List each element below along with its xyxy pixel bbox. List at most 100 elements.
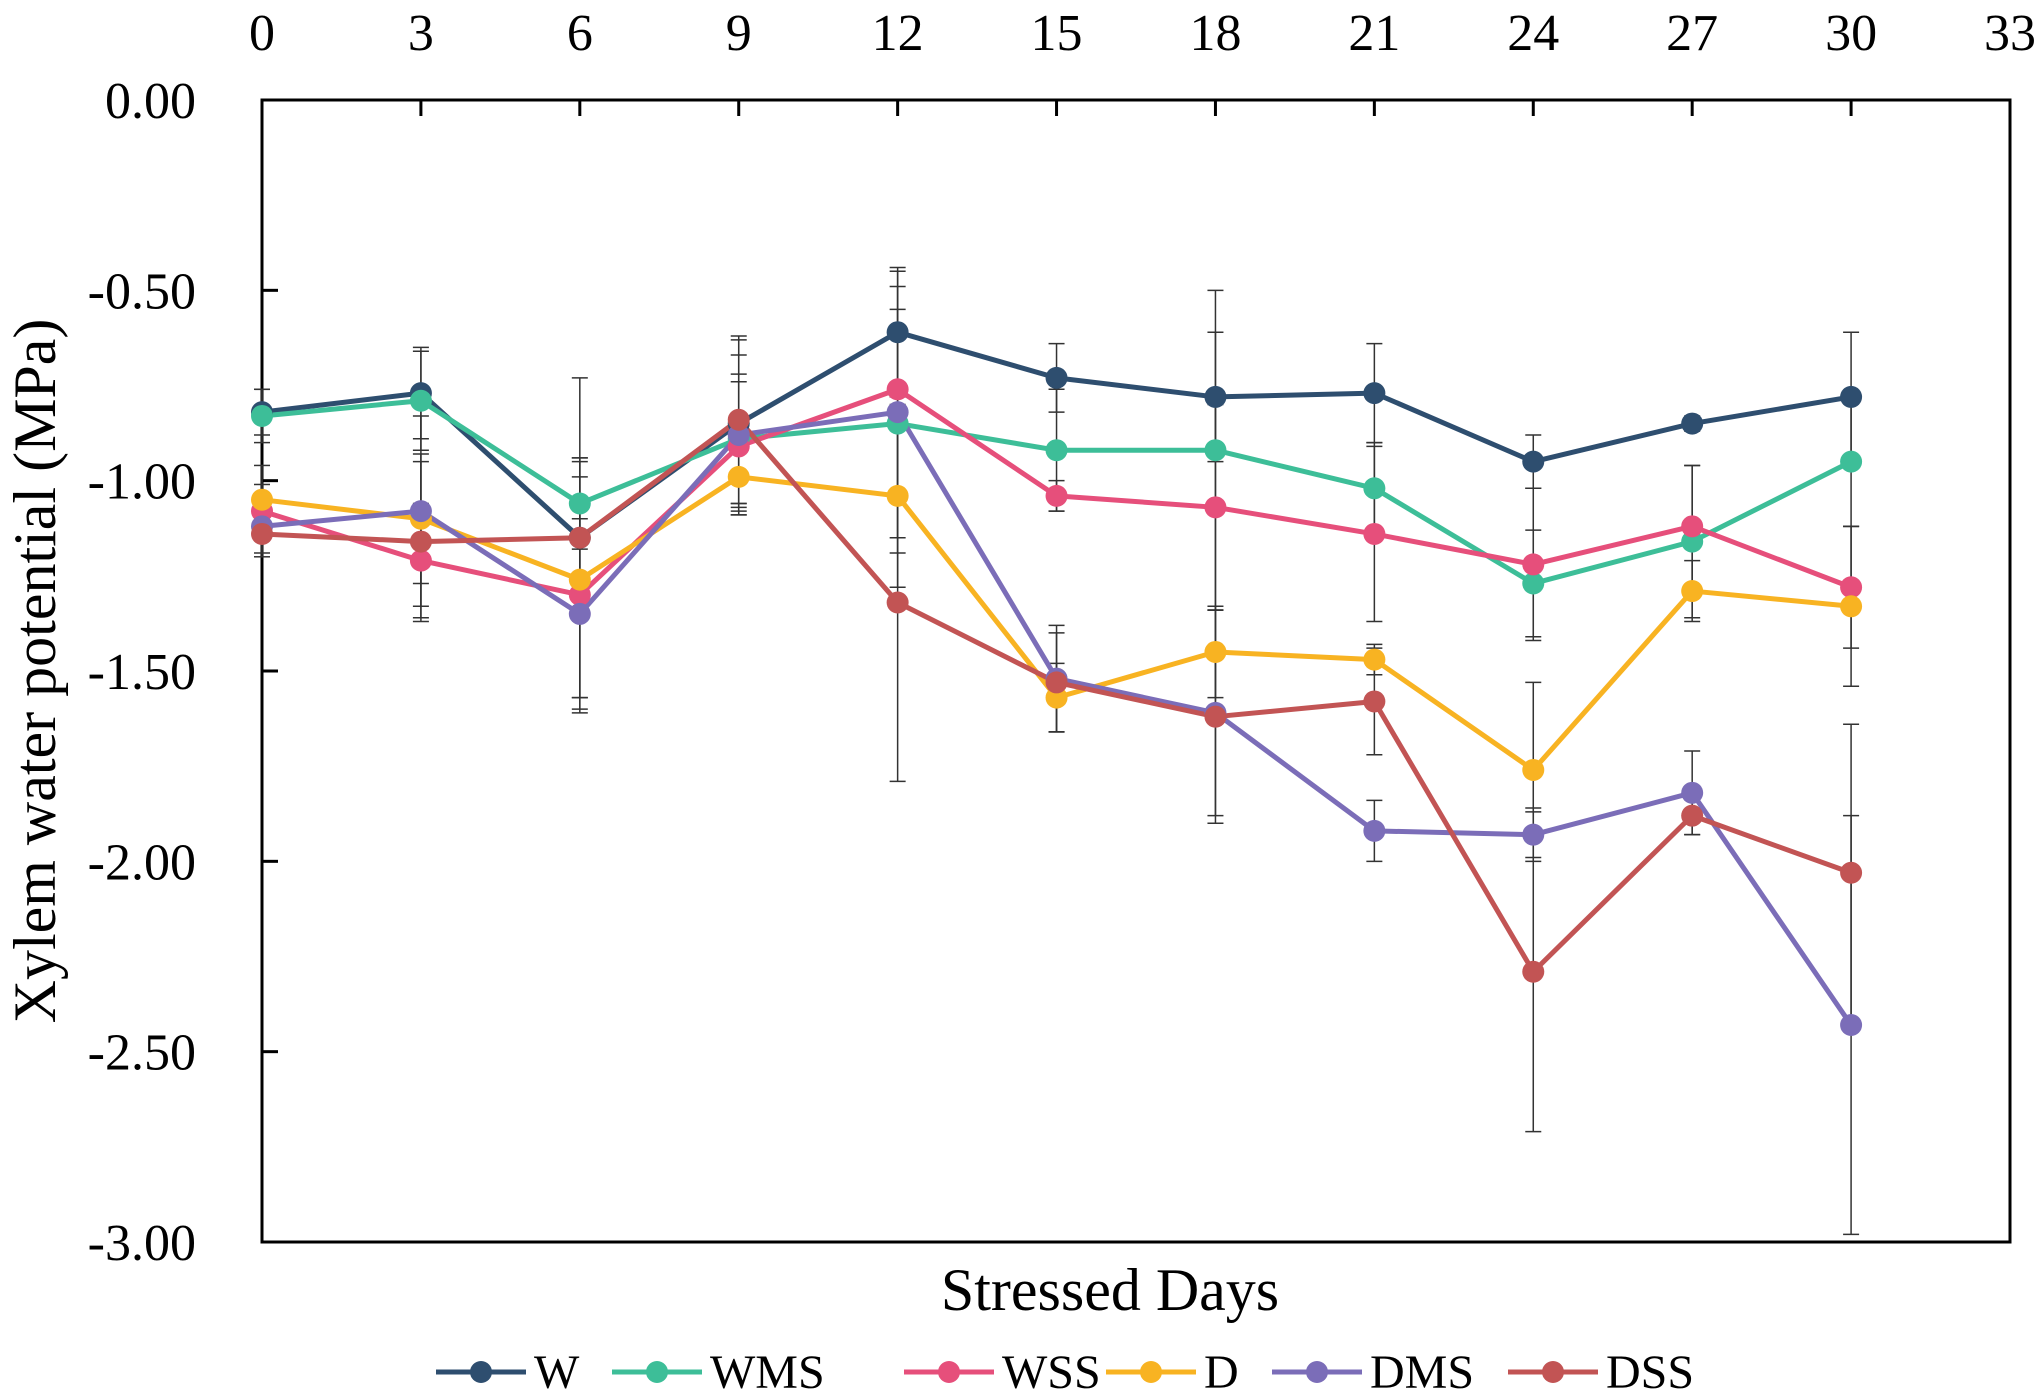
data-point-d [568,568,591,591]
data-point-w [1840,385,1863,408]
legend-item-d: D [1106,1346,1239,1392]
legend-swatch-marker [646,1361,668,1383]
data-point-wss [1363,522,1386,545]
data-point-dms [409,500,432,523]
x-axis: 0 3 6 9 12 15 18 21 24 27 30 33 [249,5,2034,116]
data-point-d [1204,640,1227,663]
x-tick-label: 15 [1031,5,1083,62]
data-point-wms [409,389,432,412]
data-point-wms [568,492,591,515]
data-point-dms [1681,781,1704,804]
x-axis-title: Stressed Days [941,1257,1279,1323]
x-tick-label: 33 [1984,5,2034,62]
data-point-wss [568,583,591,606]
x-tick-label: 27 [1666,5,1718,62]
data-point-w [1522,450,1545,473]
data-point-wss [1681,515,1704,538]
legend-label: DMS [1370,1346,1474,1392]
x-tick-label: 18 [1189,5,1241,62]
data-point-w [1204,385,1227,408]
data-point-wss [1522,553,1545,576]
data-point-wms [1045,439,1068,462]
legend-swatch-marker [1306,1361,1328,1383]
y-tick-label: -1.00 [88,454,196,511]
data-point-dms [1363,819,1386,842]
data-point-wms [1681,530,1704,553]
data-point-dss [886,591,909,614]
data-point-dms [1522,823,1545,846]
legend-swatch-marker [1542,1361,1564,1383]
data-point-dss [568,526,591,549]
x-tick-label: 9 [726,5,752,62]
y-tick-label: -0.50 [88,263,196,320]
data-point-wms [1840,450,1863,473]
y-tick-label: -2.50 [88,1025,196,1082]
data-point-wms [1522,572,1545,595]
legend-swatch-marker [470,1361,492,1383]
legend-label: WMS [710,1346,825,1392]
legend-item-dms: DMS [1272,1346,1474,1392]
legend-label: DSS [1606,1346,1694,1392]
y-tick-label: -3.00 [88,1215,196,1272]
data-point-d [251,488,273,511]
data-point-w [1363,382,1386,405]
data-point-dms [1840,1014,1863,1037]
data-point-w [1681,412,1704,435]
data-point-d [727,465,750,488]
legend-swatch-marker [938,1361,960,1383]
legend-item-w: W [436,1346,580,1392]
data-point-wms [251,404,273,427]
data-point-d [1681,580,1704,603]
data-point-dss [251,522,273,545]
data-point-d [1840,595,1863,618]
x-tick-label: 3 [408,5,434,62]
data-point-dms [568,602,591,625]
data-point-wss [409,549,432,572]
data-point-dss [1045,671,1068,694]
data-point-d [1522,758,1545,781]
data-point-dms [886,401,909,424]
data-point-d [886,484,909,507]
data-point-dss [1681,804,1704,827]
series-points [251,321,1863,1037]
legend-item-wss: WSS [904,1346,1101,1392]
legend-swatch-marker [1140,1361,1162,1383]
data-point-w [886,321,909,344]
x-tick-label: 6 [567,5,593,62]
legend-item-dss: DSS [1508,1346,1694,1392]
data-point-dss [1840,861,1863,884]
data-point-w [1045,366,1068,389]
data-point-dss [727,408,750,431]
x-tick-label: 12 [872,5,924,62]
data-point-dss [1522,960,1545,983]
y-axis-title: Xylem water potential (MPa) [2,319,68,1024]
data-point-wss [1840,576,1863,599]
data-point-d [1363,648,1386,671]
legend-label: W [534,1346,580,1392]
data-point-d [1045,686,1068,709]
data-point-dss [409,530,432,553]
legend-item-wms: WMS [612,1346,825,1392]
data-point-wms [1204,439,1227,462]
x-tick-label: 24 [1507,5,1559,62]
data-point-wss [1204,496,1227,519]
plot-area-frame [260,98,2012,1244]
y-tick-label: -1.50 [88,644,196,701]
data-point-wms [1363,477,1386,500]
legend-label: D [1204,1346,1239,1392]
x-tick-label: 0 [249,5,275,62]
legend-label: WSS [1002,1346,1101,1392]
error-bars [254,266,1860,1236]
legend: W WMS WSS D DMS DSS [436,1346,1694,1392]
y-axis: 0.00 -0.50 -1.00 -1.50 -2.00 -2.50 -3.00 [88,73,278,1272]
y-tick-label: 0.00 [105,73,196,130]
y-tick-label: -2.00 [88,834,196,891]
x-tick-label: 30 [1825,5,1877,62]
data-point-dms [727,423,750,446]
data-point-dss [1204,705,1227,728]
data-point-wss [1045,484,1068,507]
data-point-dss [1363,690,1386,713]
x-tick-label: 21 [1348,5,1400,62]
data-point-wss [886,378,909,401]
